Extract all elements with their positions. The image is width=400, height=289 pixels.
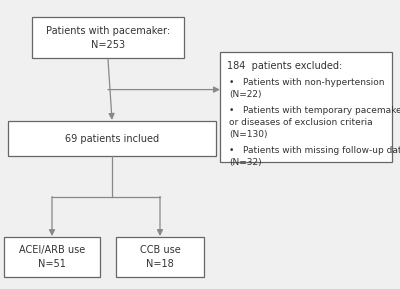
FancyBboxPatch shape <box>116 237 204 277</box>
Text: 69 patients inclued: 69 patients inclued <box>65 134 159 144</box>
Text: Patients with pacemaker:
N=253: Patients with pacemaker: N=253 <box>46 25 170 50</box>
Text: CCB use
N=18: CCB use N=18 <box>140 245 180 269</box>
Text: •   Patients with missing follow-up data
(N=32): • Patients with missing follow-up data (… <box>229 146 400 167</box>
FancyBboxPatch shape <box>220 52 392 162</box>
FancyBboxPatch shape <box>4 237 100 277</box>
Text: •   Patients with non-hypertension
(N=22): • Patients with non-hypertension (N=22) <box>229 78 385 99</box>
Text: •   Patients with temporary pacemaker
or diseases of exclusion criteria
(N=130): • Patients with temporary pacemaker or d… <box>229 106 400 139</box>
Text: 184  patients excluded:: 184 patients excluded: <box>227 61 342 71</box>
FancyBboxPatch shape <box>32 17 184 58</box>
Text: ACEI/ARB use
N=51: ACEI/ARB use N=51 <box>19 245 85 269</box>
FancyBboxPatch shape <box>8 121 216 156</box>
